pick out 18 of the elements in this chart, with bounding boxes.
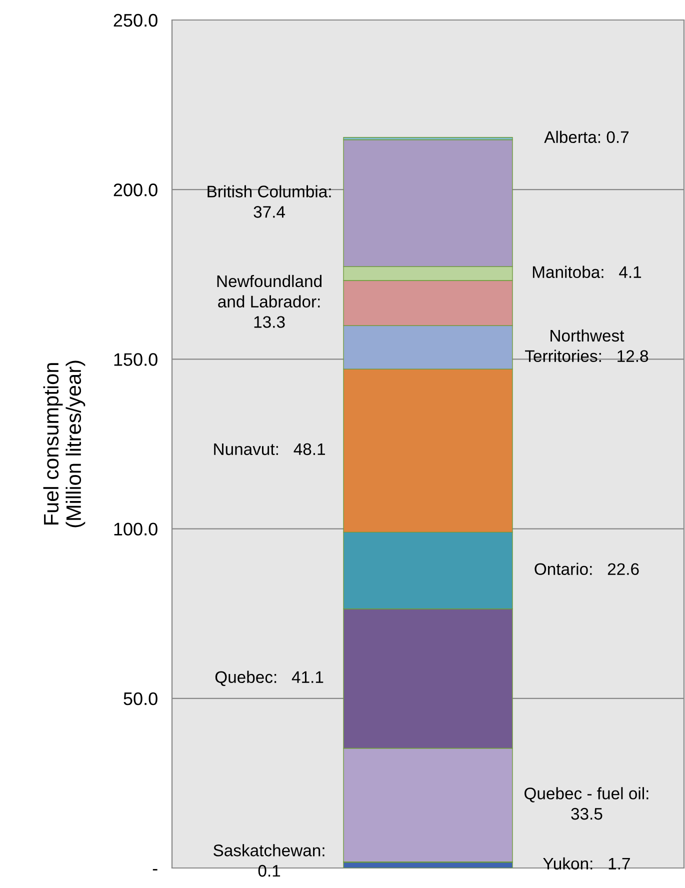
y-tick-label: 100.0 xyxy=(114,522,158,536)
annotation: British Columbia: 37.4 xyxy=(208,185,331,218)
annotation: Northwest Territories: 12.8 xyxy=(525,329,648,362)
annotation: Saskatchewan: 0.1 xyxy=(214,844,324,877)
annotation: Quebec: 41.1 xyxy=(215,670,324,686)
y-tick-label: 150.0 xyxy=(114,353,158,366)
y-tick-label: 200.0 xyxy=(114,184,158,196)
y-tick-label: - xyxy=(152,869,158,870)
y-tick-label: 50.0 xyxy=(124,692,158,706)
y-tick-label: 250.0 xyxy=(114,14,158,27)
y-axis-title: Fuel consumption (Million litres/year) xyxy=(43,360,86,528)
annotation: Ontario: 22.6 xyxy=(534,562,639,575)
annotation: Yukon: 1.7 xyxy=(543,857,630,870)
annotation: Newfoundland and Labrador: 13.3 xyxy=(217,274,322,328)
annotation: Alberta: 0.7 xyxy=(544,130,629,144)
annotation: Nunavut: 48.1 xyxy=(214,443,325,456)
annotation: Quebec - fuel oil: 33.5 xyxy=(524,787,648,820)
annotation: Manitoba: 4.1 xyxy=(532,266,642,278)
